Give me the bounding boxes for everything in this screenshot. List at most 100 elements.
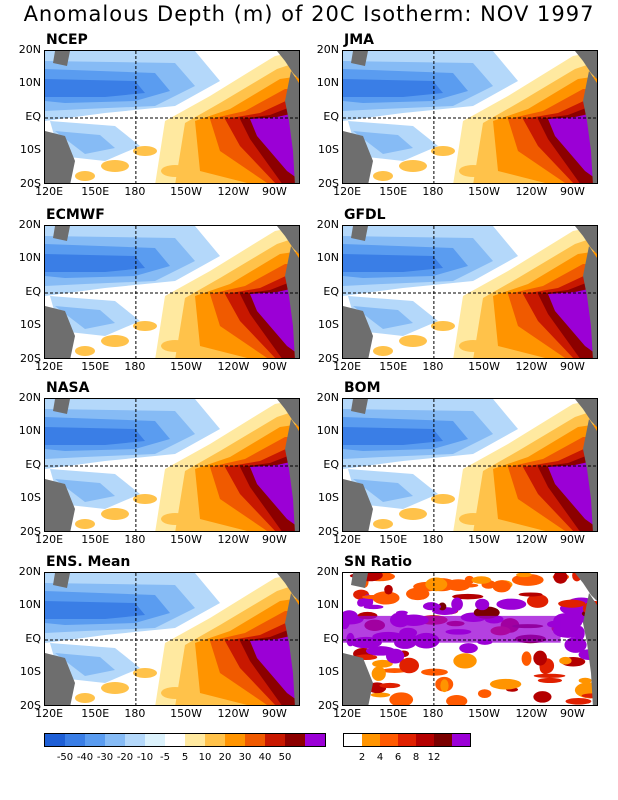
land-mass [53,399,70,414]
colorbar-tick-label: 50 [278,752,292,763]
negative-anomaly-region [45,254,145,272]
map-panel: SN Ratio 20N 10N EQ 10S 20S 120E 150E 180 150W 120… [317,554,598,720]
map-plot [343,399,597,531]
positive-anomaly-patch [459,513,487,525]
colorbar-tick-label: -50 [56,752,74,763]
sn-ratio-patch [357,598,366,607]
colorbar-swatch [265,734,285,746]
negative-anomaly-region [55,306,115,329]
lat-tick-label: 10S [20,317,41,331]
panel-label: NASA [46,380,90,396]
colorbar-swatch [245,734,265,746]
lat-tick-label: EQ [25,458,41,471]
lat-tick-label: EQ [25,285,41,298]
sn-ratio-patch [459,643,478,654]
negative-anomaly-region [55,131,115,154]
positive-anomaly-region [250,461,299,528]
lon-tick-label: 180 [422,707,444,720]
sn-ratio-patch [565,698,592,705]
sn-ratio-patch [496,598,527,610]
positive-anomaly-region [250,635,299,702]
positive-anomaly-patch [399,335,427,347]
colorbar-swatch [145,734,165,746]
sn-ratio-patch [518,592,543,597]
positive-anomaly-patch [133,668,157,678]
lon-tick-label: 150E [379,360,408,373]
sn-ratio-patch [451,597,463,611]
negative-anomaly-region [343,254,443,272]
map-plot [45,226,299,358]
sn-ratio-patch [511,573,544,586]
panel-label: NCEP [46,32,88,48]
lon-tick-label: 120W [217,707,250,720]
lon-tick-label: 120E [333,185,362,198]
negative-anomaly-region [343,79,443,97]
colorbar-tick-label: -20 [116,752,134,763]
land-mass [343,653,373,705]
lon-tick-label: 180 [124,533,146,546]
sn-ratio-patch [438,602,447,611]
positive-anomaly-patch [133,146,157,156]
lat-tick-label: 10N [316,75,339,89]
lon-tick-label: 90W [559,707,585,720]
lon-tick-label: 120E [333,360,362,373]
negative-anomaly-region [45,427,145,445]
negative-anomaly-region [55,479,115,502]
sn-ratio-patch [372,591,400,605]
lon-tick-label: 150W [170,185,203,198]
panel-label: ECMWF [46,207,105,223]
colorbar-swatch [125,734,145,746]
colorbar-tick-label: 10 [198,752,212,763]
lon-tick-label: 90W [559,360,585,373]
positive-anomaly-patch [373,346,393,356]
land-mass [351,226,368,241]
lon-tick-label: 120E [333,533,362,546]
map-plot [343,226,597,358]
land-mass [583,71,597,183]
colorbar-swatch [185,734,205,746]
positive-anomaly-patch [459,165,487,177]
positive-anomaly-region [548,113,597,180]
lon-tick-label: 150E [81,707,110,720]
lon-tick-label: 120W [515,360,548,373]
anomaly-map [342,572,598,706]
lon-tick-label: 120E [35,707,64,720]
negative-anomaly-region [55,653,115,676]
positive-anomaly-patch [75,693,95,703]
positive-anomaly-patch [459,340,487,352]
sn-ratio-patch [389,692,414,705]
lat-tick-label: 20N [316,565,339,578]
colorbar-tick-label: 5 [181,752,189,763]
land-mass [285,246,299,358]
lat-tick-label: 20S [20,352,41,365]
lat-tick-label: 10S [20,490,41,504]
sn-ratio-patch [459,583,479,588]
sn-ratio-patch [372,659,393,668]
lat-tick-label: 10S [318,317,339,331]
lon-tick-label: 150W [468,360,501,373]
lat-tick-label: 10S [318,490,339,504]
depth-colorbar [44,733,326,747]
lat-tick-label: 20N [18,565,41,578]
sn-ratio-patch [475,598,490,611]
land-mass [277,399,299,427]
colorbar-tick-label: -10 [136,752,154,763]
positive-anomaly-patch [161,687,189,699]
lat-tick-label: EQ [323,110,339,123]
colorbar-tick-label: 30 [238,752,252,763]
map-plot [343,573,597,705]
land-mass [277,573,299,601]
negative-anomaly-region [353,131,413,154]
lon-tick-label: 150E [81,185,110,198]
sn-ratio-patch [477,689,492,698]
anomaly-map [44,50,300,184]
sn-ratio-patch [370,692,391,698]
lon-tick-label: 120E [333,707,362,720]
lon-tick-label: 180 [124,360,146,373]
land-mass [285,419,299,531]
sn-ratio-patch [379,682,401,689]
sn-ratio-patch [572,612,583,628]
lon-tick-label: 120W [217,360,250,373]
lat-tick-label: 20N [316,218,339,231]
colorbar-tick-label: -5 [160,752,170,763]
